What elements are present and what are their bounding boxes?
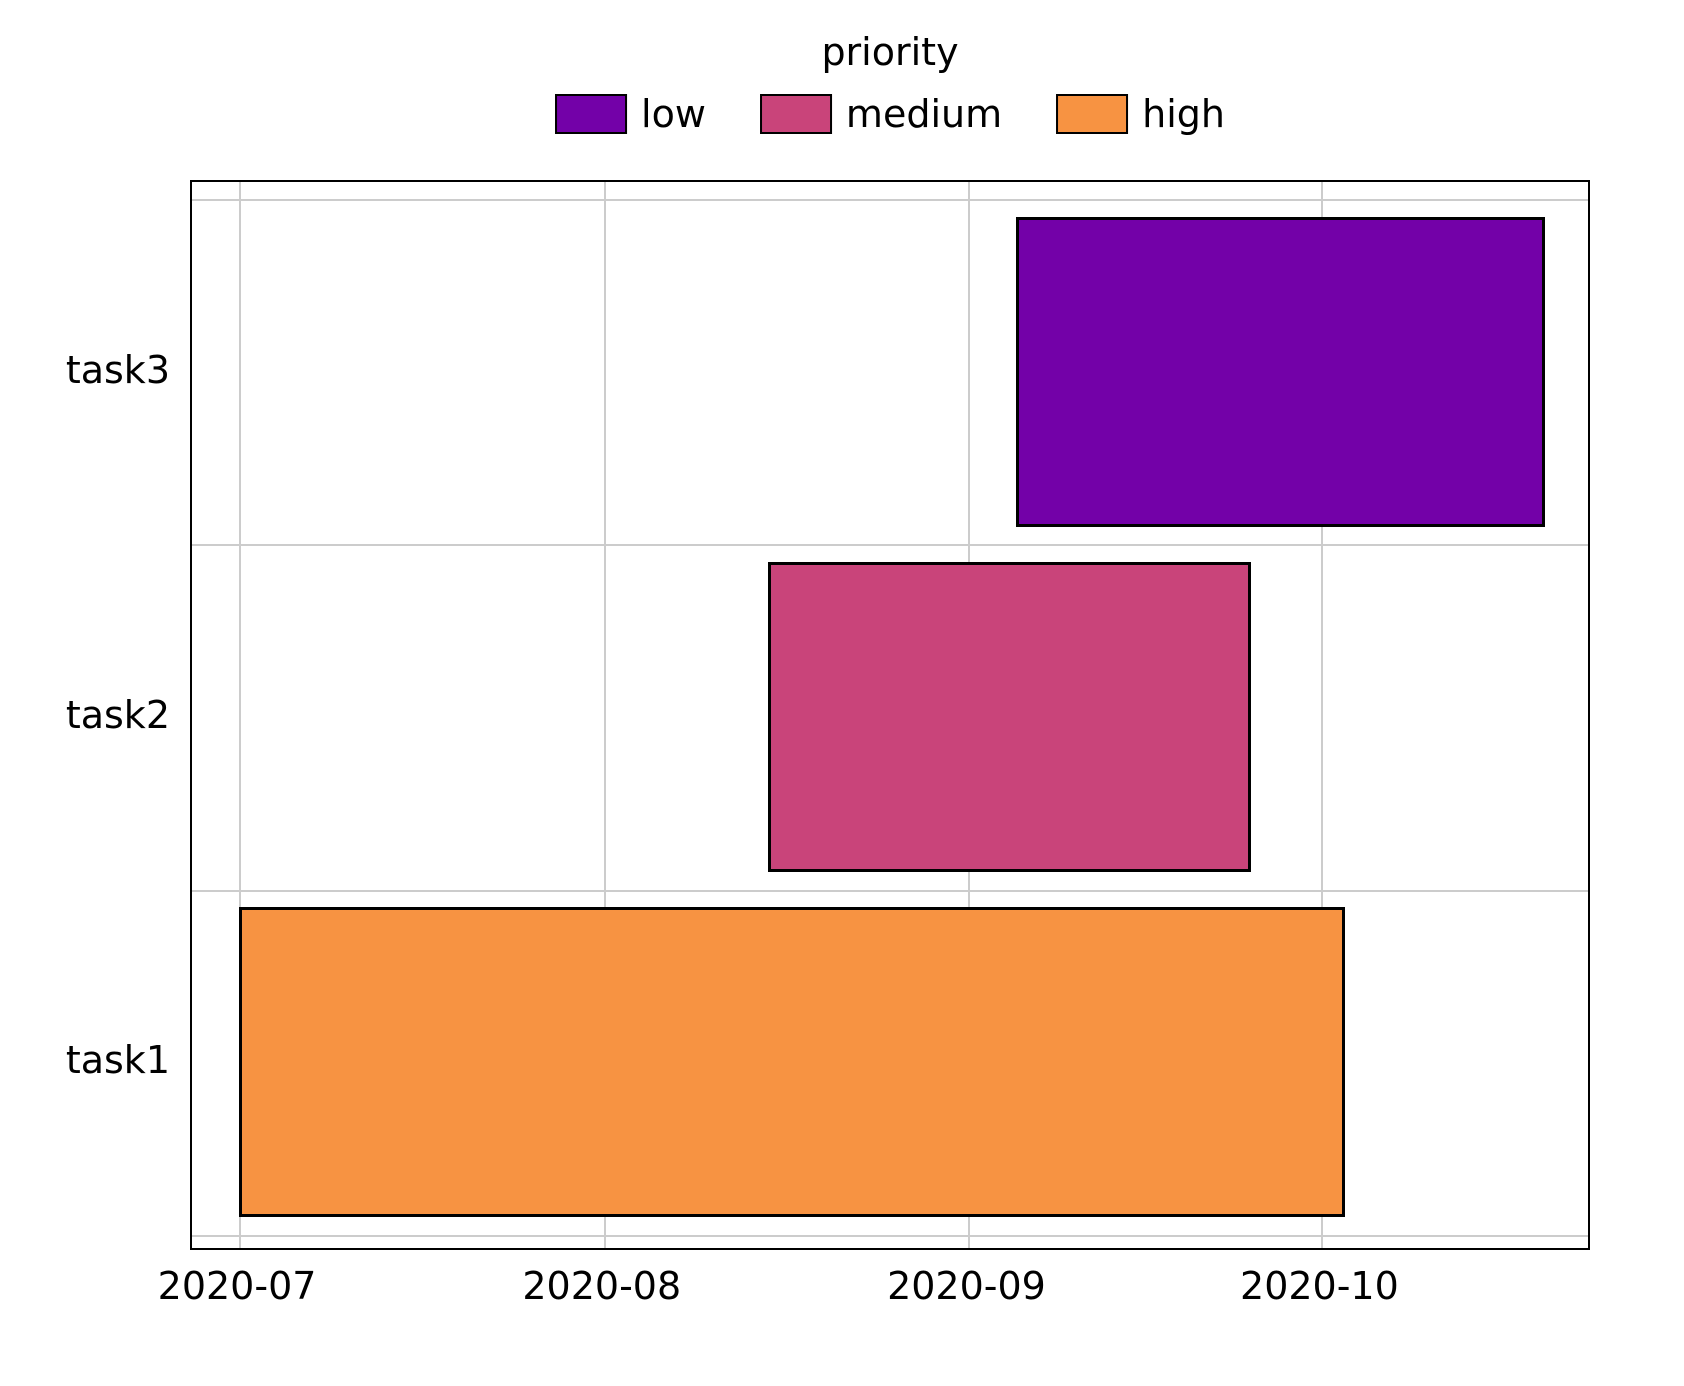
y-tick-label: task3 — [66, 348, 170, 392]
legend-row: low medium high — [555, 92, 1225, 136]
legend-item-high: high — [1056, 92, 1225, 136]
y-tick-label: task2 — [66, 693, 170, 737]
chart-stage: priority low medium high 2020-07 2020-08 202… — [0, 0, 1684, 1386]
legend-label: high — [1142, 92, 1225, 136]
legend-swatch — [760, 94, 832, 134]
gantt-bar-task1 — [239, 907, 1345, 1218]
legend-label: medium — [846, 92, 1002, 136]
legend-title: priority — [821, 30, 958, 74]
legend-item-low: low — [555, 92, 706, 136]
gridline-horizontal — [192, 544, 1588, 546]
legend-item-medium: medium — [760, 92, 1002, 136]
gridline-horizontal — [192, 890, 1588, 892]
gridline-horizontal — [192, 1235, 1588, 1237]
legend-label: low — [641, 92, 706, 136]
x-tick-label: 2020-08 — [522, 1264, 681, 1308]
gantt-bar-task3 — [1016, 217, 1545, 528]
legend-swatch — [555, 94, 627, 134]
legend: priority low medium high — [555, 30, 1225, 136]
legend-swatch — [1056, 94, 1128, 134]
gantt-bar-task2 — [768, 562, 1250, 873]
plot-area — [190, 180, 1590, 1250]
x-tick-label: 2020-07 — [158, 1264, 317, 1308]
y-tick-label: task1 — [66, 1038, 170, 1082]
x-tick-label: 2020-09 — [887, 1264, 1046, 1308]
x-tick-label: 2020-10 — [1240, 1264, 1399, 1308]
gridline-horizontal — [192, 199, 1588, 201]
